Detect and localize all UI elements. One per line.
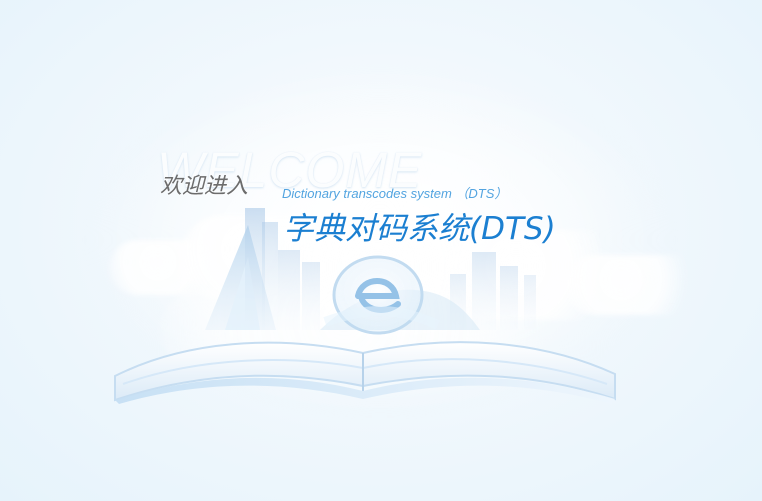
city-skyline-icon: [205, 208, 536, 335]
welcome-background-text: WELCOME: [157, 142, 423, 198]
page-title: 字典对码系统(DTS): [283, 211, 556, 247]
subtitle-english: Dictionary transcodes system （DTS）: [282, 186, 508, 201]
open-book-illustration-icon: [114, 341, 616, 404]
welcome-prefix-text: 欢迎进入: [160, 174, 249, 199]
